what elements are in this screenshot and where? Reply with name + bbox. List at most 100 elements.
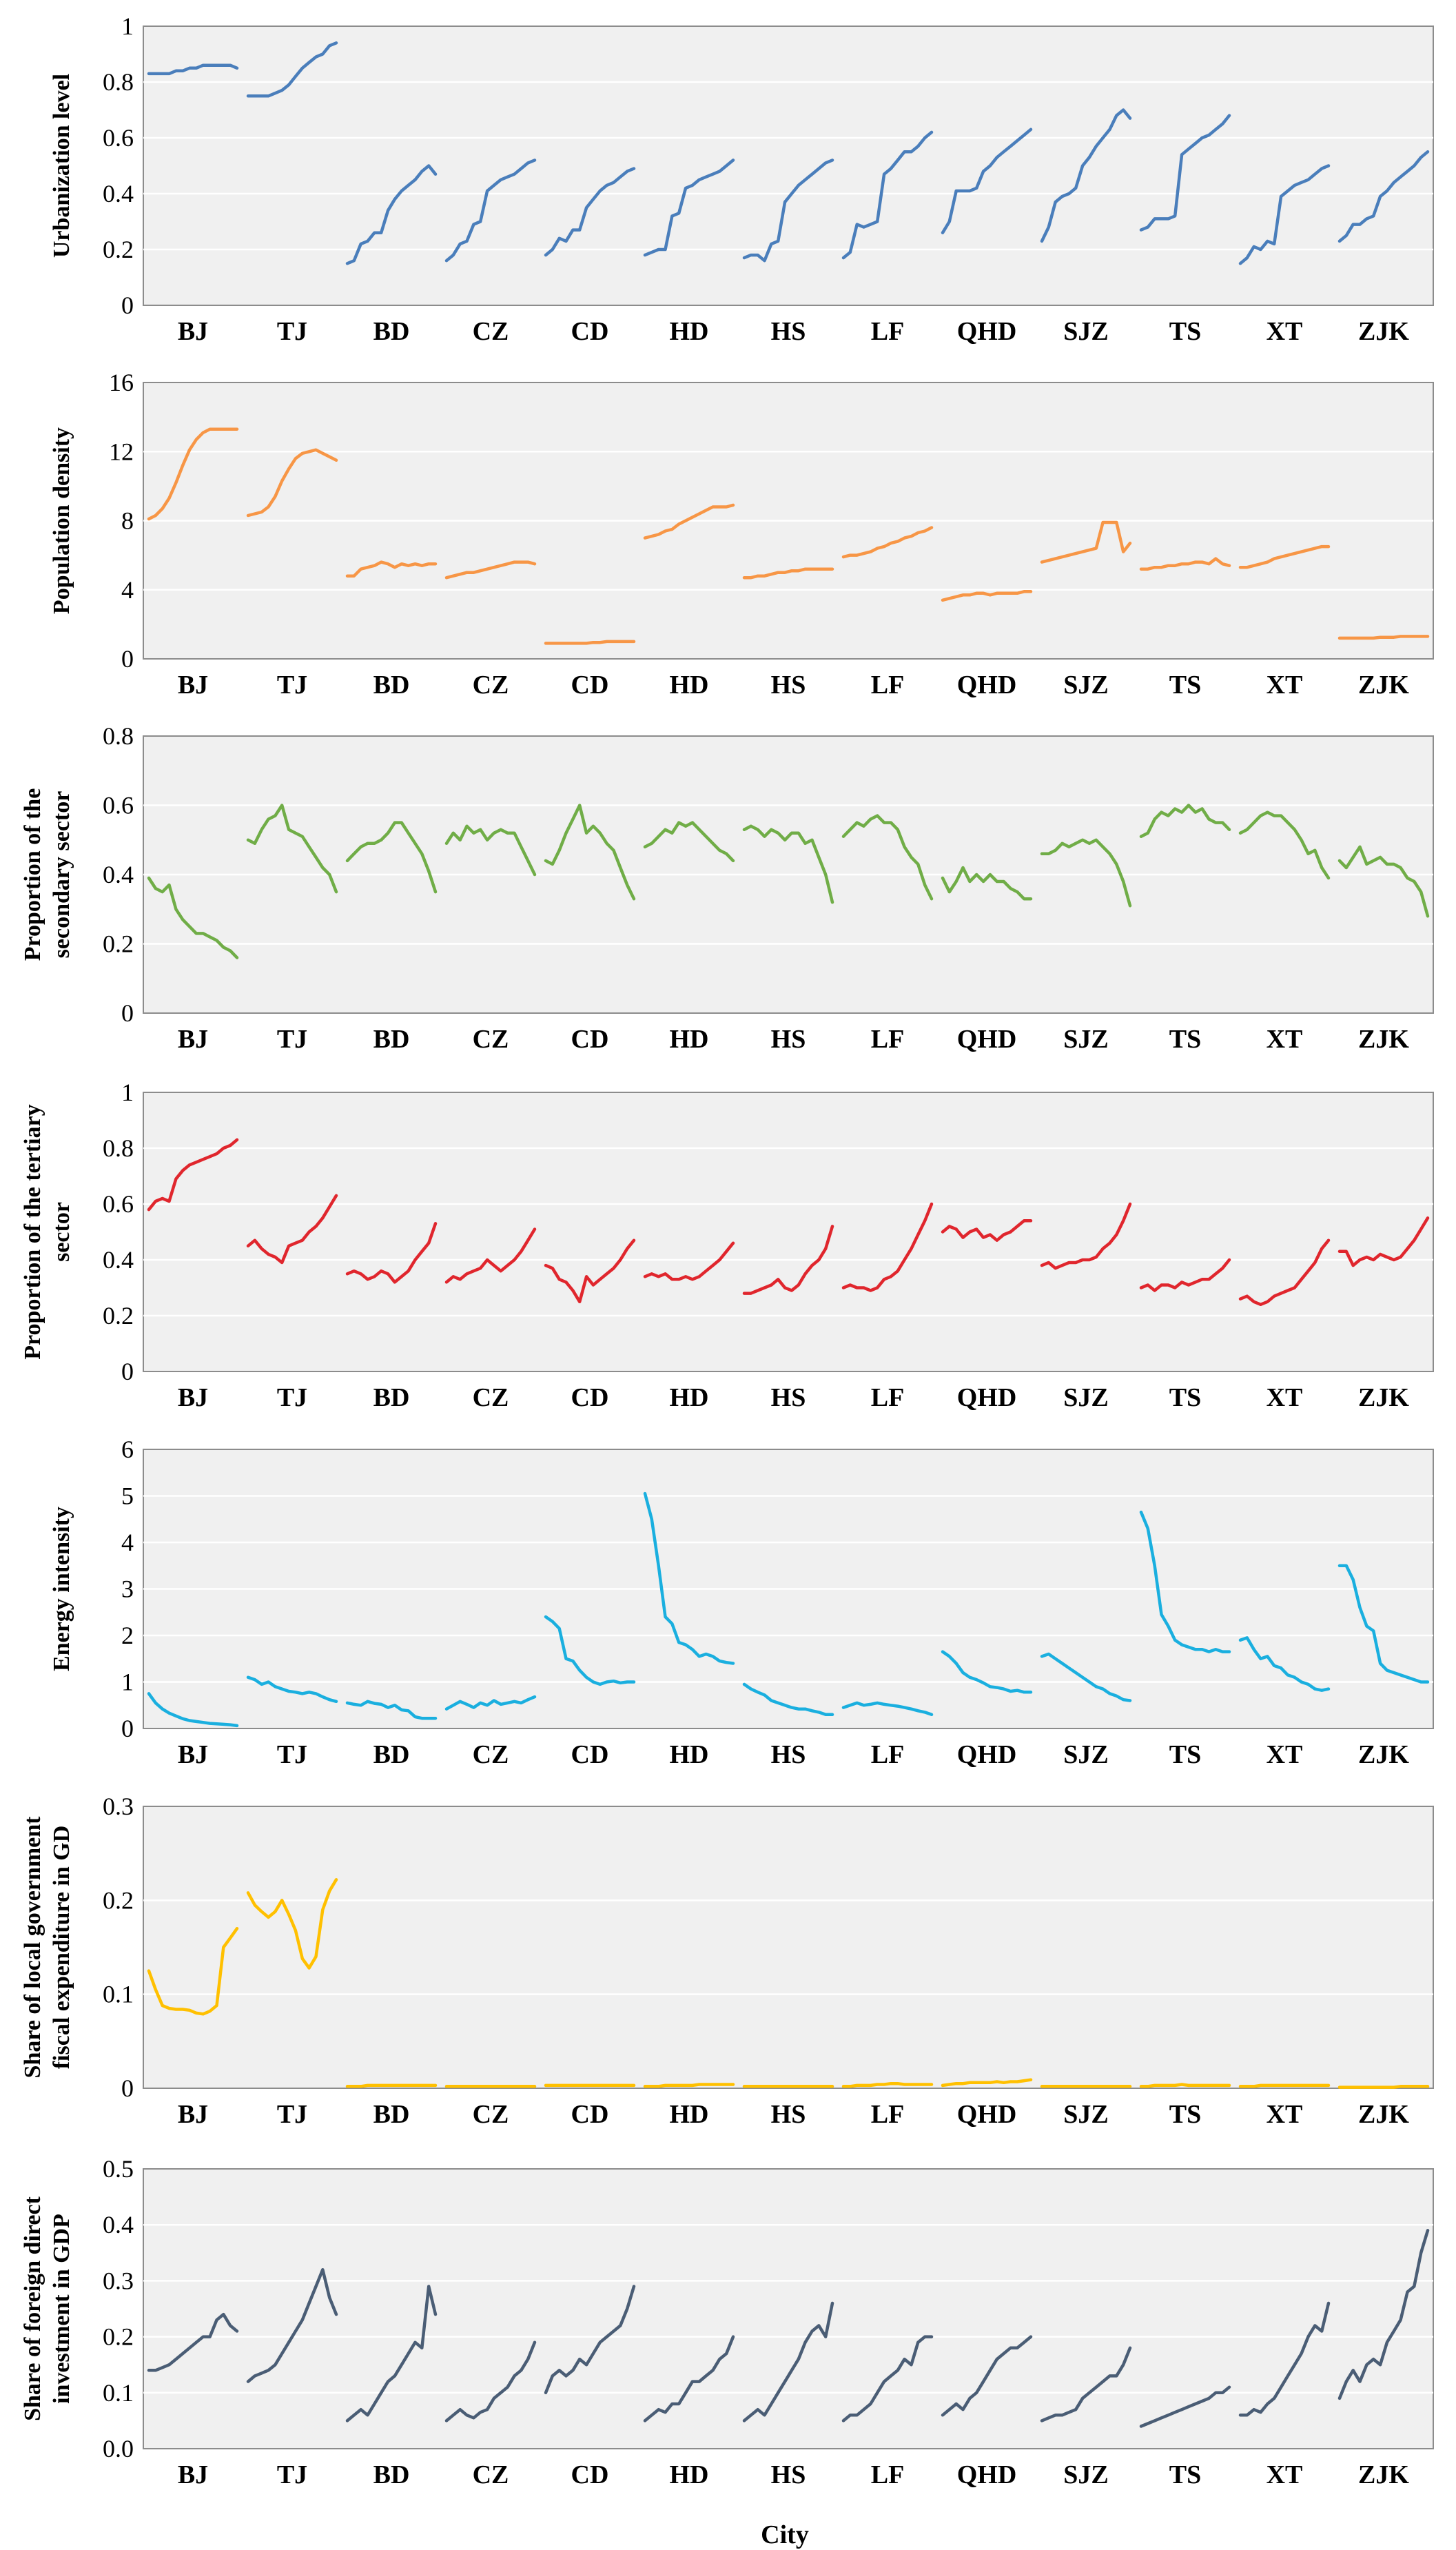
series-line-zjk — [1337, 2085, 1430, 2089]
category-label: LF — [871, 1025, 905, 1054]
category-label: TS — [1169, 2100, 1201, 2129]
series-line-hs — [742, 2301, 834, 2422]
series-line-hs — [742, 824, 834, 904]
series-line-cz — [444, 824, 537, 877]
y-axis-title-line: investment in GDP — [49, 2214, 74, 2404]
category-label: BD — [373, 2460, 410, 2489]
y-tick-label: 0 — [121, 2074, 134, 2102]
series-line-hs — [742, 1682, 834, 1717]
series-line-cd — [544, 1615, 636, 1686]
category-label: LF — [871, 317, 905, 346]
category-label: QHD — [957, 2460, 1017, 2489]
category-label: HS — [771, 1740, 806, 1769]
category-label: HS — [771, 317, 806, 346]
category-label: QHD — [957, 671, 1017, 700]
series-line-ts — [1139, 1258, 1231, 1292]
category-label: BJ — [178, 317, 208, 346]
category-label: TS — [1169, 1025, 1201, 1054]
y-tick-label: 0.6 — [103, 792, 134, 819]
category-label: QHD — [957, 1025, 1017, 1054]
category-label: TS — [1169, 671, 1201, 700]
category-label: TJ — [277, 317, 307, 346]
y-tick-label: 0.6 — [103, 124, 134, 152]
series-line-lf — [841, 814, 934, 901]
chart-panel-7: 0.0 0.1 0.2 0.3 0.4 0.5 Share of foreign direc… — [20, 2155, 1434, 2489]
category-label: SJZ — [1063, 317, 1108, 346]
series-line-sjz — [1040, 108, 1132, 243]
chart-panel-5: 0 1 2 3 4 5 6 Energy intensity BJ TJ BD CZ CD HD HS LF Q… — [49, 1436, 1434, 1769]
series-line-qhd — [941, 2335, 1033, 2417]
y-tick-label: 0 — [121, 1358, 134, 1385]
y-tick-label: 0.1 — [103, 2379, 134, 2407]
category-label: CZ — [473, 671, 509, 700]
category-label: XT — [1267, 317, 1303, 346]
series-line-xt — [1238, 1238, 1331, 1307]
y-tick-label: 1 — [121, 1669, 134, 1696]
series-line-zjk — [1337, 2229, 1430, 2400]
series-line-cz — [444, 1695, 537, 1711]
series-line-qhd — [941, 866, 1033, 901]
series-line-sjz — [1040, 2346, 1132, 2422]
series-line-xt — [1238, 810, 1331, 880]
series-line-cd — [544, 1238, 636, 1304]
y-tick-label: 0.4 — [103, 861, 134, 888]
series-line-hd — [643, 821, 735, 863]
category-label: CZ — [473, 1383, 509, 1412]
category-label: XT — [1267, 2460, 1303, 2489]
series-line-ts — [1139, 2083, 1231, 2088]
series-line-bj — [147, 1926, 239, 2016]
category-label: BD — [373, 317, 410, 346]
category-label: HD — [670, 1025, 709, 1054]
category-label: HD — [670, 317, 709, 346]
category-label: CZ — [473, 2460, 509, 2489]
series-line-tj — [246, 1675, 338, 1704]
category-label: SJZ — [1063, 2100, 1108, 2129]
y-axis-title: Proportion of the secondary sector — [20, 788, 74, 961]
series-line-ts — [1139, 2385, 1231, 2428]
category-label: XT — [1267, 1383, 1303, 1412]
y-tick-label: 0.2 — [103, 930, 134, 958]
category-label: TS — [1169, 2460, 1201, 2489]
y-axis-title-line: Urbanization level — [49, 74, 74, 258]
y-axis-title-line: fiscal expenditure in GD — [49, 1826, 74, 2070]
series-line-bj — [147, 876, 239, 959]
y-tick-label: 0.2 — [103, 236, 134, 263]
category-label: TS — [1169, 1740, 1201, 1769]
series-line-bj — [147, 2312, 239, 2372]
series-line-xt — [1238, 2301, 1331, 2417]
series-line-sjz — [1040, 1652, 1132, 1702]
series-line-tj — [246, 804, 338, 894]
series-line-hd — [643, 159, 735, 257]
category-label: TJ — [277, 2460, 307, 2489]
y-tick-label: 12 — [109, 438, 134, 465]
category-label: BJ — [178, 671, 208, 700]
category-label: LF — [871, 1383, 905, 1412]
y-tick-label: 0.2 — [103, 1302, 134, 1329]
y-tick-label: 0.8 — [103, 1134, 134, 1162]
category-label: XT — [1267, 2100, 1303, 2129]
series-line-qhd — [941, 127, 1033, 234]
y-axis-title: Energy intensity — [49, 1507, 74, 1671]
category-label: QHD — [957, 1383, 1017, 1412]
y-tick-label: 0.8 — [103, 68, 134, 96]
y-tick-label: 0.1 — [103, 1981, 134, 2008]
y-axis-title-line: Energy intensity — [49, 1507, 74, 1671]
category-label: QHD — [957, 317, 1017, 346]
y-axis-title-line: Share of foreign direct — [20, 2196, 45, 2420]
series-line-ts — [1139, 1510, 1231, 1653]
category-label: HS — [771, 1383, 806, 1412]
category-label: SJZ — [1063, 671, 1108, 700]
y-tick-label: 4 — [121, 1529, 134, 1556]
category-label: ZJK — [1358, 671, 1409, 700]
category-label: TJ — [277, 2100, 307, 2129]
category-label: HS — [771, 671, 806, 700]
series-line-hd — [643, 2083, 735, 2088]
category-label: ZJK — [1358, 317, 1409, 346]
series-line-cd — [544, 2285, 636, 2395]
series-line-hd — [643, 503, 735, 540]
y-tick-label: 0 — [121, 1715, 134, 1742]
series-line-hs — [742, 159, 834, 263]
series-line-hd — [643, 1241, 735, 1281]
series-line-cz — [444, 560, 537, 580]
